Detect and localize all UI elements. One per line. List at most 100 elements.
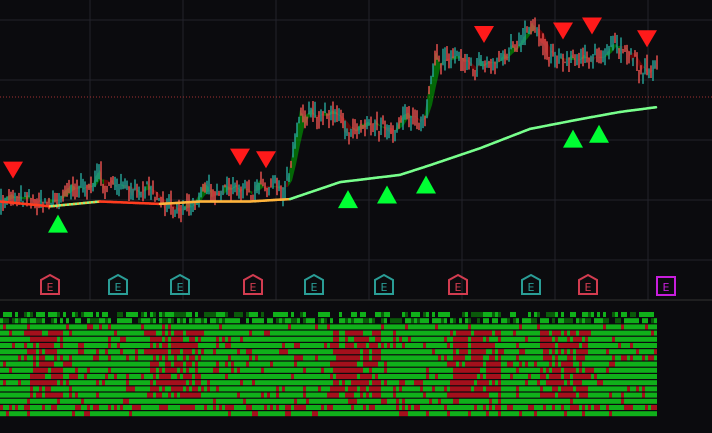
heatmap-cell (489, 380, 492, 386)
heatmap-cell (483, 318, 486, 324)
heatmap-cell (555, 318, 558, 324)
heatmap-cell (366, 324, 369, 330)
heatmap-cell (411, 312, 414, 317)
heatmap-cell (3, 343, 6, 348)
heatmap-cell (651, 411, 654, 417)
heatmap-cell (57, 330, 60, 336)
heatmap-cell (468, 330, 471, 336)
heatmap-cell (129, 398, 132, 404)
heatmap-cell (564, 336, 567, 342)
heatmap-cell (621, 312, 624, 317)
heatmap-cell (627, 330, 630, 336)
heatmap-cell (528, 392, 531, 398)
heatmap-cell (480, 355, 483, 361)
heatmap-cell (111, 355, 114, 361)
heatmap-cell (597, 398, 600, 404)
heatmap-cell (408, 343, 411, 348)
heatmap-cell (267, 392, 270, 398)
heatmap-cell (522, 380, 525, 386)
heatmap-cell (66, 330, 69, 336)
heatmap-cell (549, 367, 552, 373)
heatmap-cell (363, 392, 366, 398)
heatmap-cell (210, 405, 213, 410)
heatmap-cell (498, 392, 501, 398)
heatmap-cell (9, 411, 12, 417)
heatmap-cell (330, 411, 333, 417)
heatmap-cell (597, 386, 600, 392)
heatmap-cell (132, 324, 135, 330)
heatmap-cell (27, 361, 30, 367)
heatmap-cell (357, 330, 360, 336)
heatmap-cell (240, 361, 243, 367)
heatmap-cell (615, 361, 618, 367)
heatmap-cell (645, 312, 648, 317)
heatmap-cell (456, 312, 459, 317)
heatmap-cell (621, 367, 624, 373)
heatmap-cell (378, 374, 381, 379)
heatmap-cell (639, 398, 642, 404)
heatmap-cell (207, 336, 210, 342)
heatmap-cell (12, 380, 15, 386)
heatmap-cell (519, 361, 522, 367)
heatmap-cell (456, 355, 459, 361)
heatmap-cell (282, 318, 285, 324)
heatmap-cell (99, 324, 102, 330)
heatmap-cell (339, 312, 342, 317)
heatmap-cell (81, 361, 84, 367)
heatmap-cell (477, 312, 480, 317)
heatmap-cell (378, 312, 381, 317)
heatmap-cell (123, 380, 126, 386)
heatmap-cell (654, 312, 657, 317)
heatmap-cell (75, 330, 78, 336)
heatmap-cell (198, 318, 201, 324)
heatmap-cell (507, 355, 510, 361)
heatmap-cell (402, 405, 405, 410)
heatmap-cell (621, 411, 624, 417)
heatmap-cell (99, 330, 102, 336)
heatmap-cell (591, 324, 594, 330)
heatmap-cell (144, 380, 147, 386)
heatmap-cell (6, 343, 9, 348)
heatmap-cell (495, 343, 498, 348)
heatmap-cell (252, 380, 255, 386)
heatmap-cell (72, 411, 75, 417)
heatmap-cell (462, 312, 465, 317)
heatmap-cell (606, 411, 609, 417)
heatmap-cell (405, 355, 408, 361)
heatmap-cell (237, 361, 240, 367)
heatmap-cell (384, 411, 387, 417)
heatmap-cell (465, 405, 468, 410)
heatmap-cell (114, 355, 117, 361)
heatmap-cell (462, 336, 465, 342)
heatmap-cell (273, 349, 276, 355)
heatmap-cell (6, 392, 9, 398)
heatmap-cell (429, 318, 432, 324)
heatmap-cell (564, 405, 567, 410)
heatmap-cell (477, 318, 480, 324)
heatmap-cell (390, 349, 393, 355)
heatmap-cell (105, 380, 108, 386)
heatmap-cell (336, 318, 339, 324)
heatmap-cell (510, 405, 513, 410)
heatmap-cell (309, 355, 312, 361)
heatmap-cell (342, 367, 345, 373)
heatmap-cell (522, 324, 525, 330)
heatmap-cell (453, 392, 456, 398)
heatmap-cell (432, 380, 435, 386)
heatmap-cell (450, 336, 453, 342)
heatmap-cell (531, 355, 534, 361)
heatmap-cell (213, 318, 216, 324)
heatmap-cell (411, 405, 414, 410)
heatmap-cell (246, 312, 249, 317)
heatmap-cell (300, 318, 303, 324)
heatmap-cell (297, 386, 300, 392)
heatmap-cell (0, 411, 3, 417)
heatmap-cell (606, 398, 609, 404)
heatmap-cell (114, 330, 117, 336)
heatmap-cell (96, 324, 99, 330)
heatmap-cell (648, 380, 651, 386)
heatmap-cell (258, 380, 261, 386)
heatmap-cell (558, 361, 561, 367)
heatmap-cell (354, 405, 357, 410)
heatmap-cell (141, 324, 144, 330)
